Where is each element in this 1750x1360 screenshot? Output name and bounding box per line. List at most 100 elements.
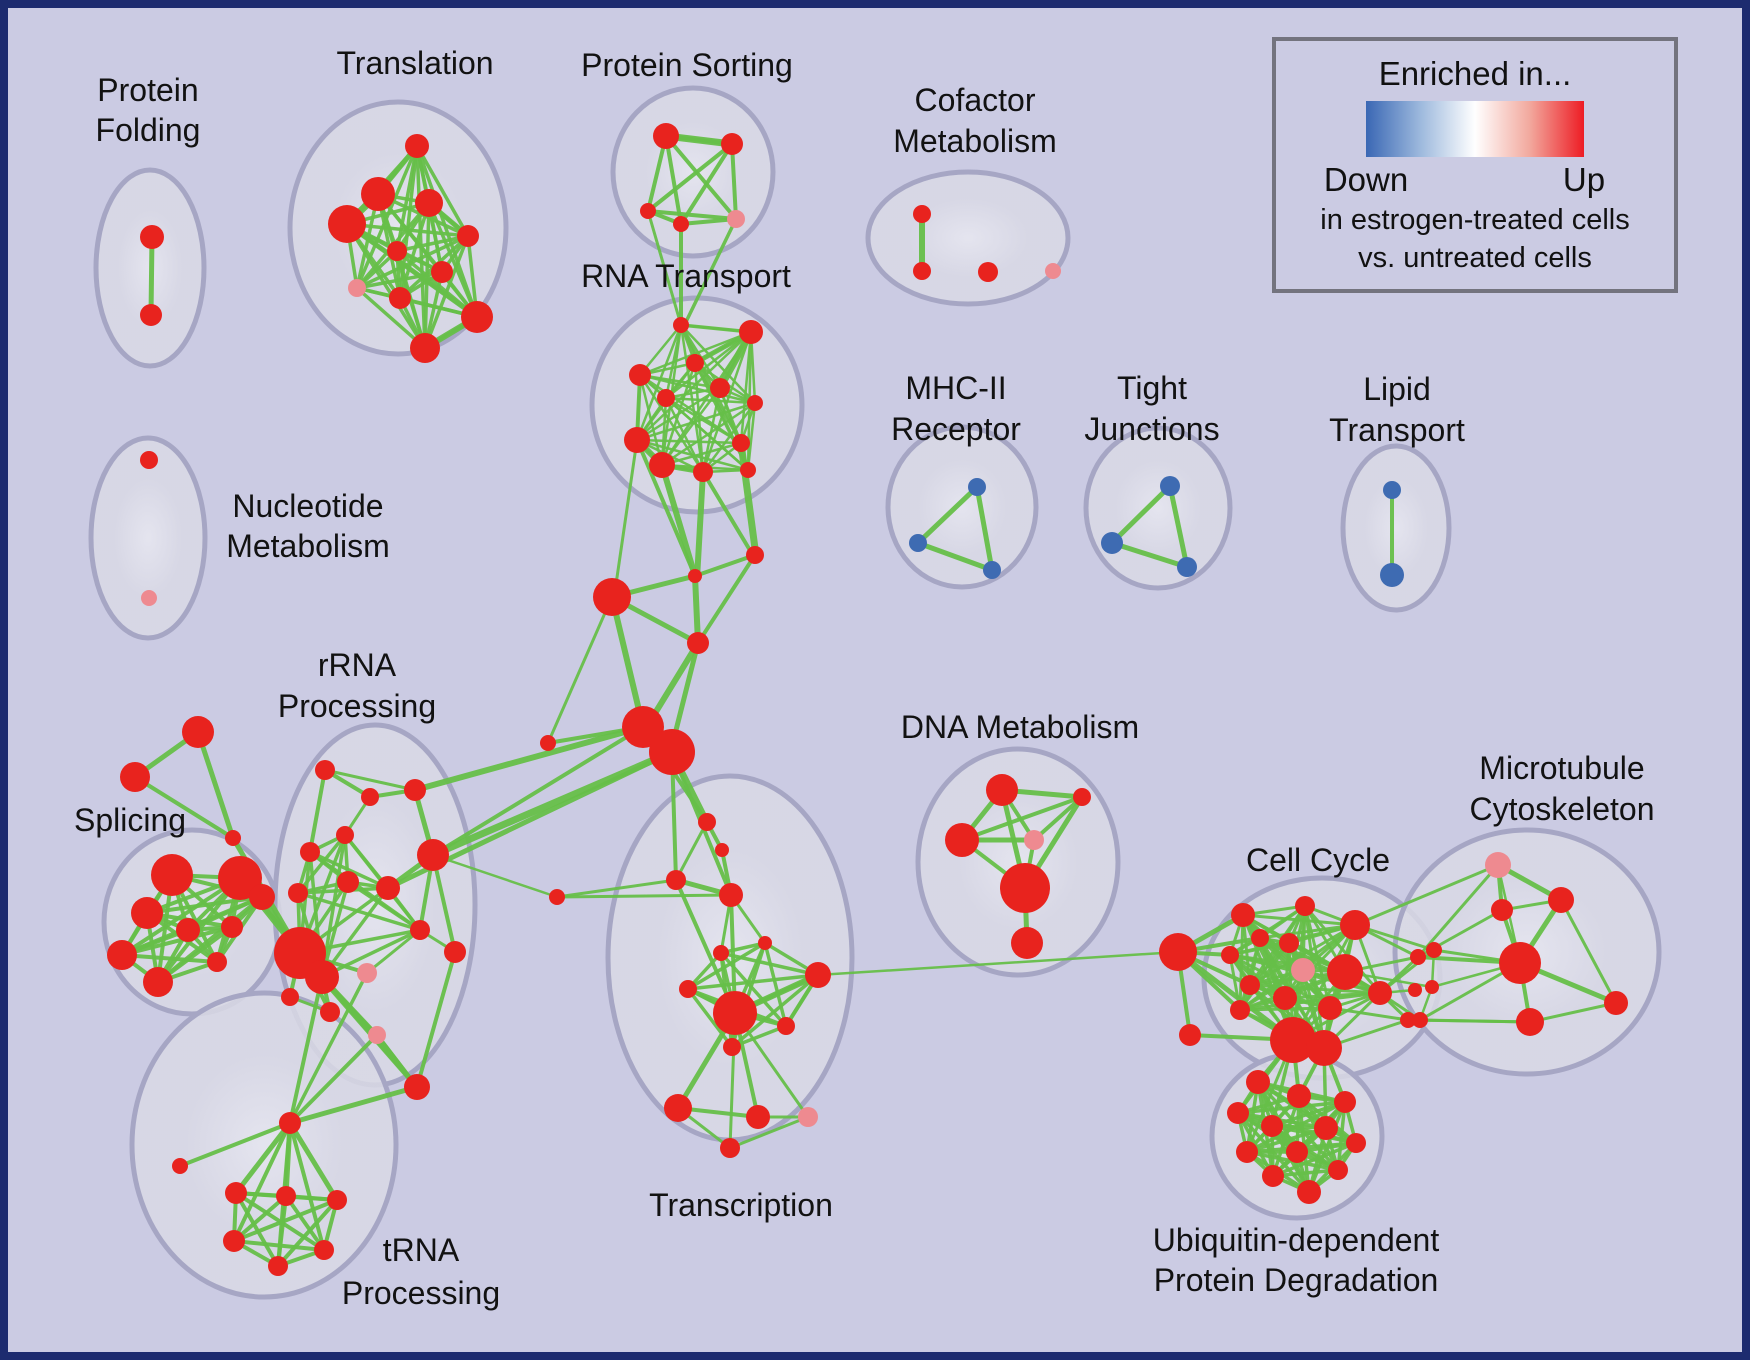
cluster-label-protein-sorting: Protein Sorting [581,47,793,83]
enrichment-edge [1175,949,1296,1043]
gene-set-node [1240,975,1260,995]
gene-set-node [410,920,430,940]
cluster-label-transcription: Transcription [649,1187,833,1223]
enrichment-edge [701,470,756,559]
enrichment-edge [696,553,757,645]
gene-set-node [983,561,1001,579]
gene-set-node [1270,1017,1316,1063]
gene-set-node [624,427,650,453]
gene-set-node [315,760,335,780]
enrichment-edge [232,1198,339,1243]
gene-set-node [410,333,440,363]
enrichment-edge [646,209,683,327]
enrichment-edge [148,234,155,318]
cluster-label-microtubule-cytoskeleton: Microtubule Cytoskeleton [1470,750,1655,827]
enrichment-edge [609,594,646,730]
gene-set-node [461,301,493,333]
enrichment-edge [694,469,706,582]
enrichment-edge [412,724,646,793]
gene-set-node [1177,557,1197,577]
legend-title: Enriched in... [1378,55,1572,92]
gene-set-node [653,123,679,149]
gene-set-node [1279,933,1299,953]
enrichment-edge [674,820,709,882]
enrichment-edge [686,987,734,1049]
gene-set-node [1291,958,1315,982]
enrichment-edge [1109,540,1190,570]
enrichment-edge [323,768,417,792]
gene-set-node [747,395,763,411]
enrichment-edge [635,323,683,442]
enrichment-edge [546,595,614,745]
enrichment-edge [120,925,234,957]
enrichment-edge [232,1194,288,1243]
gene-set-node [1024,830,1044,850]
enrichment-edge [646,209,738,221]
cluster-label-lipid-transport: Lipid Transport [1329,371,1465,448]
enrichment-edge [232,1121,292,1243]
gene-set-node [715,843,729,857]
gene-set-node [1230,1000,1250,1020]
gene-set-node [1425,980,1439,994]
cluster-ellipse-protein-sorting [610,85,776,259]
gene-set-node [622,706,664,748]
enrichment-edge [308,768,327,854]
legend-up-label: Up [1562,161,1606,198]
gene-set-node [1297,1180,1321,1204]
enrichment-edge [1416,863,1500,959]
gene-set-node [444,941,466,963]
enrichment-edge [1248,983,1382,995]
gene-set-node [305,960,339,994]
gene-set-node [348,279,366,297]
legend-axis-labels: Down Up [1324,157,1605,201]
gene-set-node [336,826,354,844]
enrichment-edge [288,1121,326,1252]
gene-set-node [141,590,157,606]
enrichment-edge [679,217,738,226]
gene-set-node [107,940,137,970]
enrichment-edge [415,144,470,238]
enrichment-edge [287,1084,420,1126]
gene-set-node [727,210,745,228]
cluster-label-cofactor-metabolism: Cofactor Metabolism [893,82,1057,159]
gene-set-node [713,945,729,961]
enrichment-edge [345,222,427,350]
cluster-label-rna-transport: RNA Transport [581,258,791,294]
gene-set-node [688,569,702,583]
gene-set-node [361,788,379,806]
enrichment-edge [635,386,722,442]
gene-set-node [221,916,243,938]
enrichment-edge [686,973,820,991]
cluster-label-translation: Translation [336,45,493,81]
enrichment-edge [664,396,705,474]
enrichment-edge [635,438,743,445]
gene-set-node [281,988,299,1006]
gene-set-node [805,962,831,988]
gene-set-node [673,317,689,333]
gene-set-node [1368,981,1392,1005]
gene-set-node [1516,1008,1544,1036]
gene-set-node [405,134,429,158]
gene-set-node [679,980,697,998]
cluster-label-trna-processing: tRNA Processing [342,1232,500,1311]
gene-set-node [1604,991,1628,1015]
cluster-ellipse-transcription [605,773,855,1143]
gene-set-node [1011,927,1043,959]
gene-set-node [431,261,453,283]
gene-set-node [268,1256,288,1276]
gene-set-node [1286,1141,1308,1163]
gene-set-node [746,546,764,564]
cluster-label-cell-cycle: Cell Cycle [1246,842,1390,878]
enrichment-edge [1238,941,1291,1012]
gene-set-node [640,203,656,219]
gene-set-node [798,1107,818,1127]
enrichment-edge [664,396,757,405]
enrichment-edge [763,941,788,1028]
enrichment-edge [276,1198,339,1268]
gene-set-node [1246,1070,1270,1094]
gene-set-node [457,225,479,247]
gene-set-node [1328,1160,1348,1180]
enrichment-edge [915,484,980,546]
